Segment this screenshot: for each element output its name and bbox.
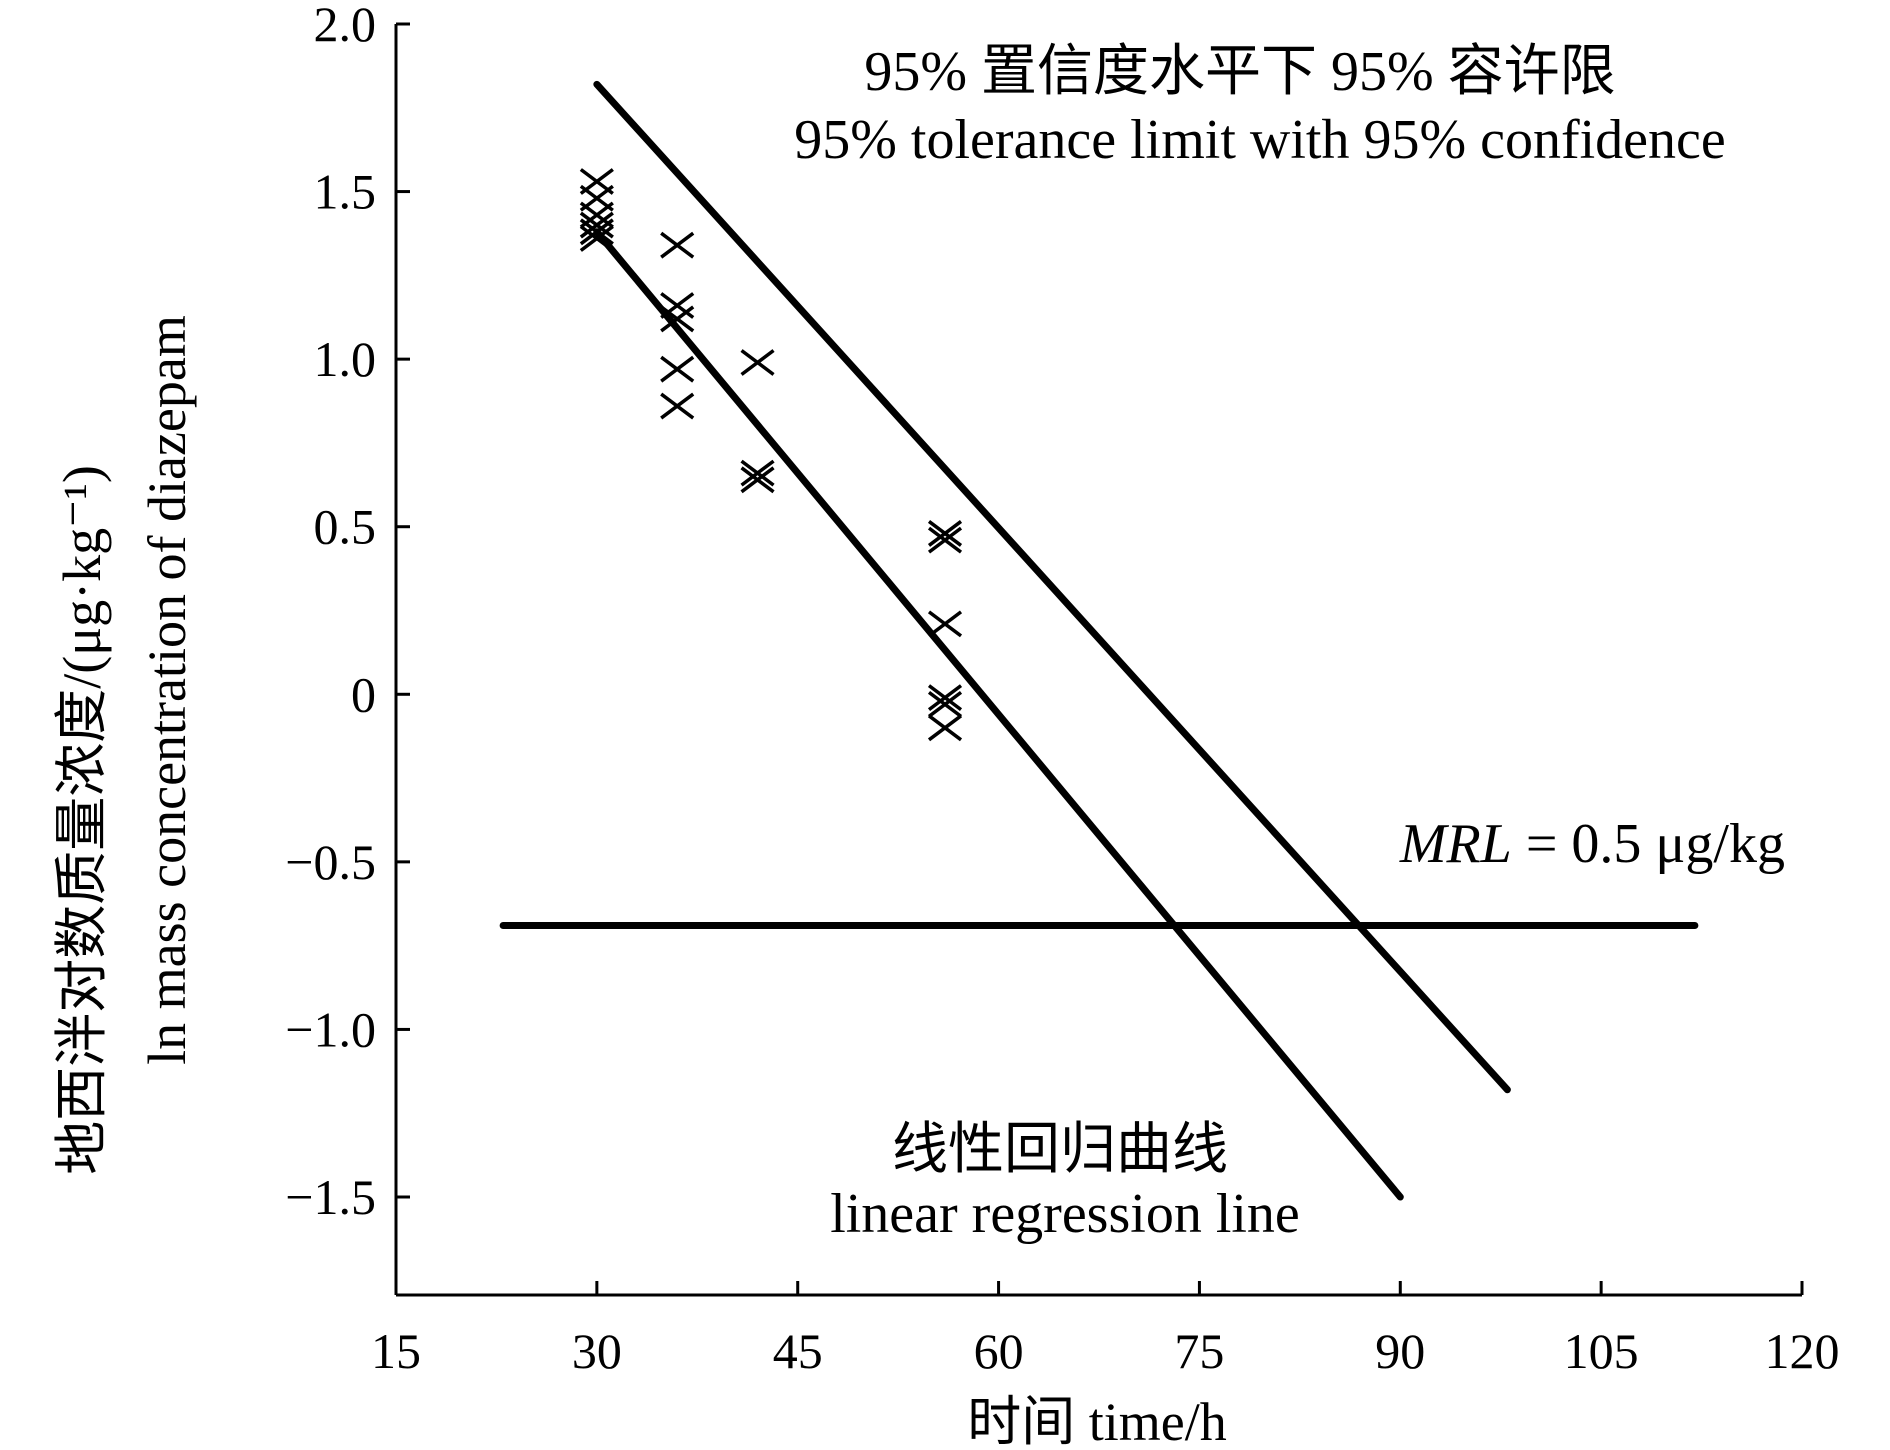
tolerance-label-en: 95% tolerance limit with 95% confidence: [794, 109, 1725, 171]
x-tick-label: 75: [1174, 1323, 1224, 1379]
data-point-x-marker: [927, 520, 963, 547]
data-point-x-marker: [660, 292, 695, 319]
data-point-x-marker: [927, 714, 963, 742]
data-point-x-marker: [927, 526, 963, 554]
x-tick-label: 45: [773, 1323, 823, 1379]
mrl-label-italic: MRL: [1399, 813, 1512, 875]
y-tick-label: 2.0: [314, 0, 377, 52]
y-tick-label: 1.5: [314, 164, 377, 220]
mrl-label: MRL = 0.5 μg/kg: [1399, 813, 1785, 875]
y-tick-label: 1.0: [314, 331, 377, 387]
data-point-x-marker: [927, 610, 963, 638]
x-tick-label: 120: [1765, 1323, 1840, 1379]
regression-label-en: linear regression line: [830, 1183, 1300, 1245]
mrl-label-value: = 0.5 μg/kg: [1512, 813, 1785, 875]
y-tick-label: 0.5: [314, 499, 377, 555]
x-tick-label: 15: [371, 1323, 421, 1379]
data-point-x-marker: [660, 305, 695, 333]
data-point-x-marker: [927, 690, 963, 718]
y-tick-label: −1.0: [285, 1001, 376, 1057]
x-tick-label: 60: [974, 1323, 1024, 1379]
y-tick-label: −1.5: [285, 1169, 376, 1225]
y-axis-label-cn: 地西泮对数质量浓度/(μg·kg⁻¹): [52, 465, 112, 1175]
y-axis-label-en: ln mass concentration of diazepam: [137, 315, 197, 1065]
x-axis-label: 时间 time/h: [967, 1392, 1226, 1450]
axes: [394, 24, 1802, 1297]
x-tick-label: 105: [1564, 1323, 1639, 1379]
tolerance-label-cn: 95% 置信度水平下 95% 容许限: [864, 41, 1615, 103]
data-point-x-marker: [660, 355, 695, 383]
data-point-x-marker: [740, 349, 775, 376]
data-point-x-marker: [740, 459, 775, 487]
regression-label-cn: 线性回归曲线: [892, 1119, 1228, 1181]
y-tick-label: −0.5: [285, 834, 376, 890]
data-point-x-marker: [660, 231, 695, 259]
x-tick-label: 30: [572, 1323, 622, 1379]
data-point-x-marker: [740, 466, 775, 494]
data-point-x-marker: [660, 392, 695, 420]
data-point-x-marker: [579, 211, 614, 239]
data-point-x-marker: [579, 218, 614, 246]
x-tick-label: 90: [1375, 1323, 1425, 1379]
tolerance-limit-line: [593, 80, 1511, 1094]
y-tick-label: 0: [351, 666, 376, 722]
regression-line: [593, 228, 1404, 1201]
data-point-x-marker: [579, 225, 614, 252]
data-point-x-marker: [927, 684, 963, 712]
